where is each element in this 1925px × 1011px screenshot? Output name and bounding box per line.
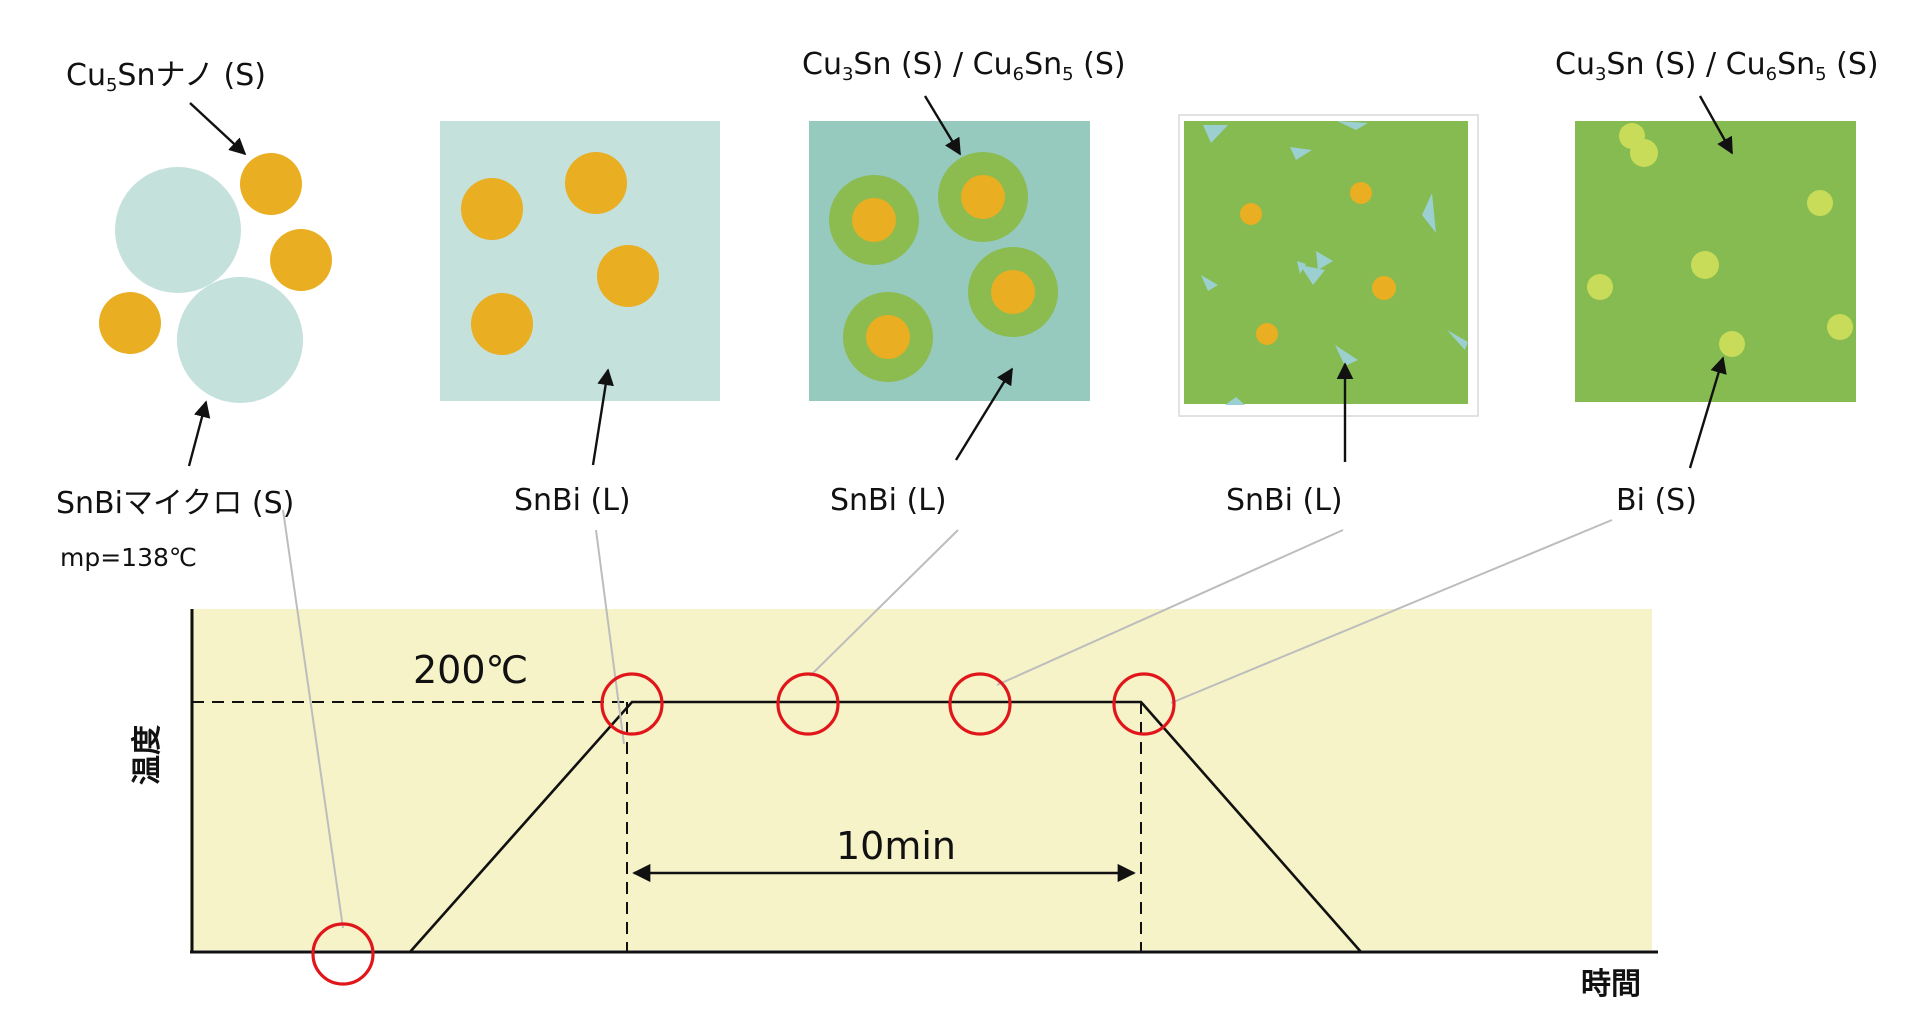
temperature-200-label: 200℃: [413, 648, 529, 692]
stage5-box: [1575, 121, 1856, 402]
arrow-micro: [187, 400, 211, 467]
leader-stage2: [595, 529, 625, 745]
melting-point-label: mp=138℃: [60, 543, 197, 572]
bi-particle: [1719, 331, 1745, 357]
snbi-micro-particle: [177, 277, 303, 403]
stage1-particles: [99, 153, 332, 403]
arrow-stage3-imc: [923, 95, 962, 156]
hold-duration-label: 10min: [836, 824, 957, 868]
arrow-stage5-imc: [1698, 95, 1734, 155]
arrow-stage5-bi: [1688, 356, 1727, 469]
stage4-snbi-label: SnBi (L): [1226, 483, 1343, 518]
cu5sn-nano-particle: [270, 229, 332, 291]
stage5-bi-label: Bi (S): [1616, 483, 1697, 518]
chart-background: [190, 609, 1652, 950]
stage2-snbi-label: SnBi (L): [514, 483, 631, 518]
cu5sn-nano-particle: [471, 293, 533, 355]
cu5sn-core: [991, 270, 1035, 314]
snbi-micro-particle: [115, 167, 241, 293]
cu5sn-residual: [1350, 182, 1372, 204]
imc-label-stage3: Cu3Sn (S) / Cu6Sn5 (S): [802, 47, 1126, 85]
leader-stage5: [1170, 519, 1613, 704]
stage-markers: [311, 672, 1176, 986]
marker-stage4: [948, 672, 1012, 736]
leader-stage1: [282, 509, 344, 929]
snbi-liquid-fragments: [1201, 121, 1468, 405]
imc-label-stage5: Cu3Sn (S) / Cu6Sn5 (S): [1555, 47, 1879, 85]
x-axis-label: 時間: [1581, 967, 1641, 1002]
cu5sn-nano-particle: [240, 153, 302, 215]
leader-stage3: [809, 529, 959, 677]
cu5sn-nano-particle: [99, 292, 161, 354]
leader-lines: [282, 509, 1613, 929]
stage2-box: [440, 121, 720, 401]
arrow-stage3-liquid: [954, 367, 1014, 461]
snbi-micro-label: SnBiマイクロ (S): [56, 486, 295, 521]
cu5sn-residual: [1372, 276, 1396, 300]
leader-stage4: [996, 529, 1344, 686]
y-axis-label: 温度: [130, 725, 165, 785]
stage4-box: [1178, 114, 1479, 417]
cu5sn-residual: [1256, 323, 1278, 345]
stage3-box: [809, 121, 1090, 401]
arrow-nano: [189, 102, 247, 156]
cu5sn-nano-particle: [461, 178, 523, 240]
stage3-snbi-label: SnBi (L): [830, 483, 947, 518]
callout-arrows: [187, 95, 1734, 469]
bi-particle: [1691, 251, 1719, 279]
bi-particle: [1807, 190, 1833, 216]
bi-particle: [1630, 139, 1658, 167]
cu5sn-nano-label: Cu5Snナノ (S): [66, 58, 266, 96]
cu5sn-residual: [1240, 203, 1262, 225]
marker-stage3: [776, 672, 840, 736]
arrow-stage2: [591, 368, 614, 466]
marker-stage5: [1112, 672, 1176, 736]
cu5sn-nano-particle: [597, 245, 659, 307]
marker-stage2: [600, 672, 664, 736]
bi-particle: [1827, 314, 1853, 340]
temperature-profile-line: [409, 700, 1362, 953]
cu5sn-core: [961, 175, 1005, 219]
cu5sn-nano-particle: [565, 152, 627, 214]
temperature-profile-chart: [190, 609, 1658, 954]
cu5sn-core: [852, 198, 896, 242]
cu5sn-core: [866, 315, 910, 359]
bi-particle: [1587, 274, 1613, 300]
marker-stage1: [311, 922, 375, 986]
